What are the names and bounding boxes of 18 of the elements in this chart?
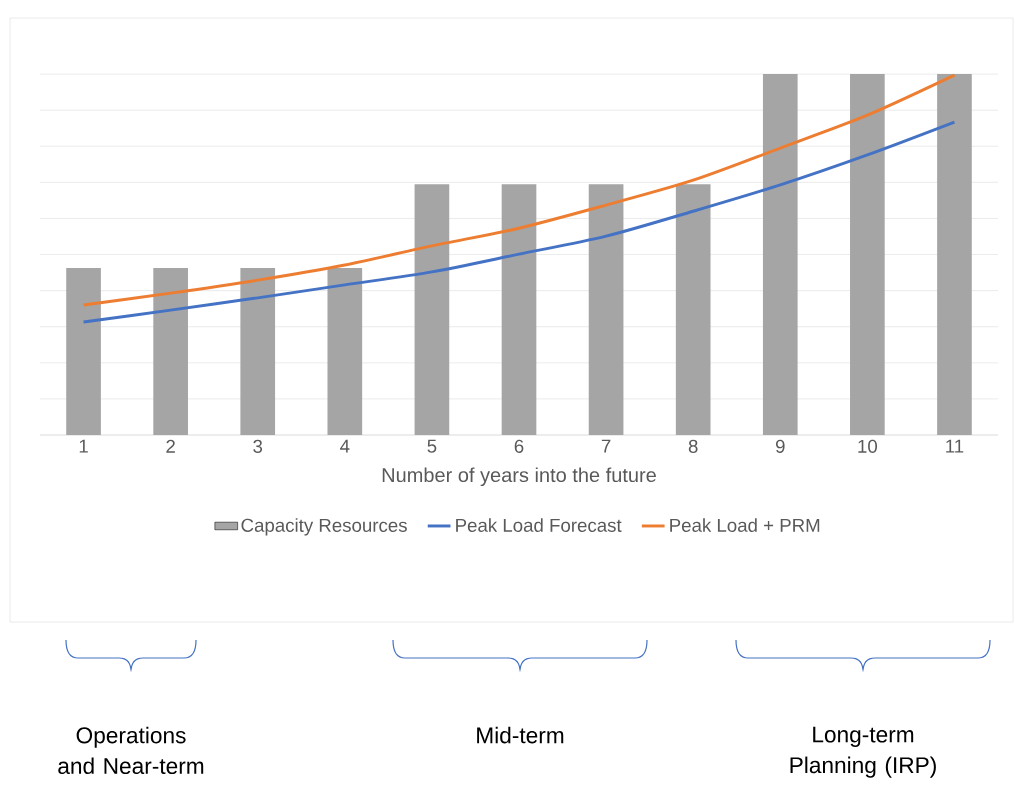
x-tick-label: 3 (253, 439, 263, 453)
legend-label: Peak Load + PRM (670, 518, 820, 532)
x-tick-label: 7 (601, 439, 611, 453)
legend-label: Peak Load Forecast (456, 518, 622, 532)
x-tick-label: 5 (427, 439, 437, 453)
text: Mid-term (477, 726, 564, 744)
text: Long-term Planning (IRP) (790, 726, 936, 778)
x-tick-label: 2 (166, 439, 175, 453)
x-tick-label: 11 (946, 439, 964, 453)
legend-label: Capacity Resources (241, 518, 407, 536)
x-tick-label: 8 (688, 439, 698, 453)
x-tick-label: 4 (340, 439, 350, 453)
x-tick-label: 10 (858, 439, 878, 453)
text: Operations and Near-term (58, 726, 204, 775)
x-tick-label: 9 (775, 439, 785, 453)
x-tick-label: 1 (79, 439, 88, 453)
x-axis-title: Number of years into the future (382, 467, 656, 487)
x-tick-label: 6 (514, 439, 524, 453)
